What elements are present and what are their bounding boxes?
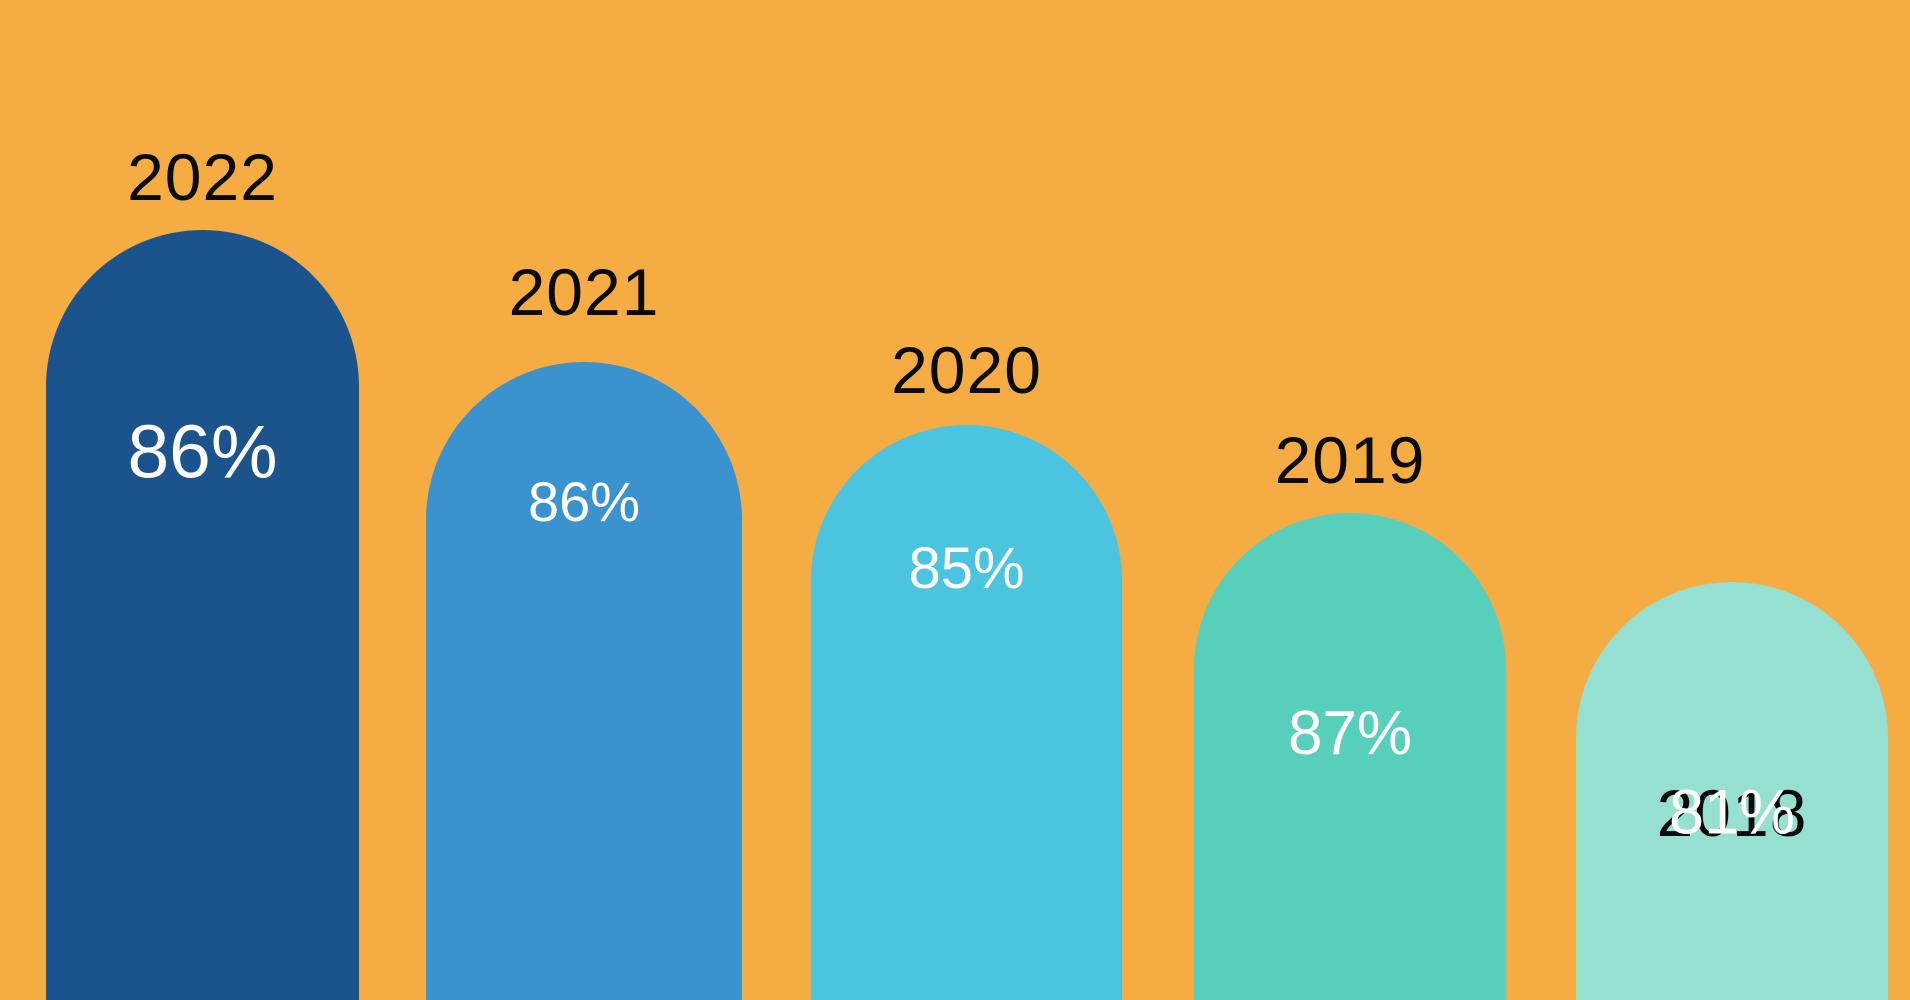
value-label-2018: 81% — [1668, 777, 1796, 848]
year-label-2022: 2022 — [127, 140, 278, 214]
value-label-2021: 86% — [527, 470, 641, 533]
value-label-2022: 86% — [127, 409, 278, 494]
year-label-2018: 2018 — [1656, 776, 1808, 850]
bar-2018 — [1576, 582, 1888, 1000]
year-label-2019: 2019 — [1274, 423, 1426, 497]
year-label-2021: 2021 — [508, 255, 660, 329]
bar-2020 — [811, 425, 1122, 1000]
bar-2022 — [46, 230, 359, 1000]
value-label-2019: 87% — [1287, 699, 1413, 768]
year-label-2020: 2020 — [891, 333, 1042, 407]
bar-2019 — [1194, 513, 1506, 1000]
value-label-2020: 85% — [908, 536, 1025, 601]
bar-2021 — [426, 362, 742, 1000]
